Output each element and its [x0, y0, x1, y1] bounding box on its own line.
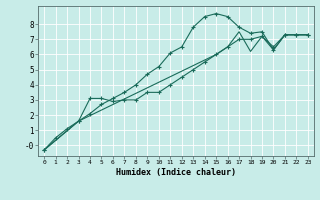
X-axis label: Humidex (Indice chaleur): Humidex (Indice chaleur) [116, 168, 236, 177]
